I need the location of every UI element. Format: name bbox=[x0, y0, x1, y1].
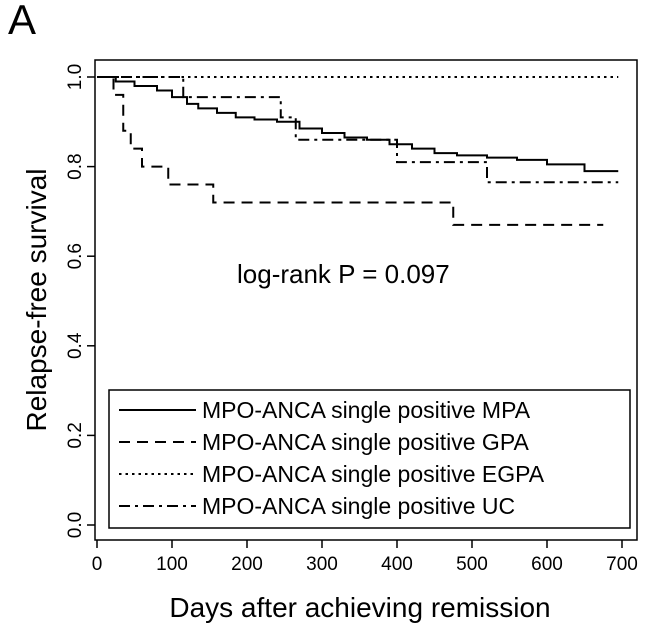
y-tick-label: 0.0 bbox=[65, 512, 86, 538]
x-tick-label: 300 bbox=[306, 554, 338, 575]
x-tick-label: 600 bbox=[531, 554, 563, 575]
x-axis-title: Days after achieving remission bbox=[169, 592, 550, 623]
legend-label: MPO-ANCA single positive MPA bbox=[202, 397, 531, 423]
survival-curve-dashed bbox=[97, 76, 604, 226]
survival-curve-solid bbox=[97, 76, 619, 173]
legend-label: MPO-ANCA single positive GPA bbox=[202, 429, 529, 455]
y-tick-label: 0.2 bbox=[65, 422, 86, 448]
log-rank-annotation: log-rank P = 0.097 bbox=[237, 259, 450, 289]
legend-label: MPO-ANCA single positive UC bbox=[202, 493, 515, 519]
survival-curve-dashdot bbox=[97, 76, 619, 184]
x-tick-label: 100 bbox=[156, 554, 188, 575]
y-tick-label: 0.6 bbox=[65, 243, 86, 269]
plot-frame bbox=[94, 59, 638, 541]
y-tick-label: 0.8 bbox=[65, 153, 86, 179]
x-tick-label: 500 bbox=[456, 554, 488, 575]
y-axis-title: Relapse-free survival bbox=[21, 169, 52, 432]
y-tick-label: 1.0 bbox=[65, 64, 86, 90]
x-tick-label: 400 bbox=[381, 554, 413, 575]
x-tick-label: 200 bbox=[231, 554, 263, 575]
legend: MPO-ANCA single positive MPA MPO-ANCA sin… bbox=[108, 389, 631, 529]
x-tick-label: 700 bbox=[606, 554, 638, 575]
x-tick-label: 0 bbox=[92, 554, 103, 575]
y-tick-label: 0.4 bbox=[65, 332, 86, 359]
panel-label: A bbox=[8, 0, 37, 43]
legend-label: MPO-ANCA single positive EGPA bbox=[202, 461, 545, 487]
